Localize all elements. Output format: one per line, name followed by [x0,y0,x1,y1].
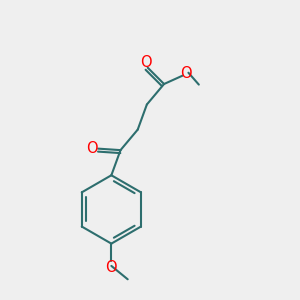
Text: O: O [140,55,152,70]
Text: O: O [86,141,98,156]
Text: O: O [180,66,192,81]
Text: O: O [106,260,117,275]
